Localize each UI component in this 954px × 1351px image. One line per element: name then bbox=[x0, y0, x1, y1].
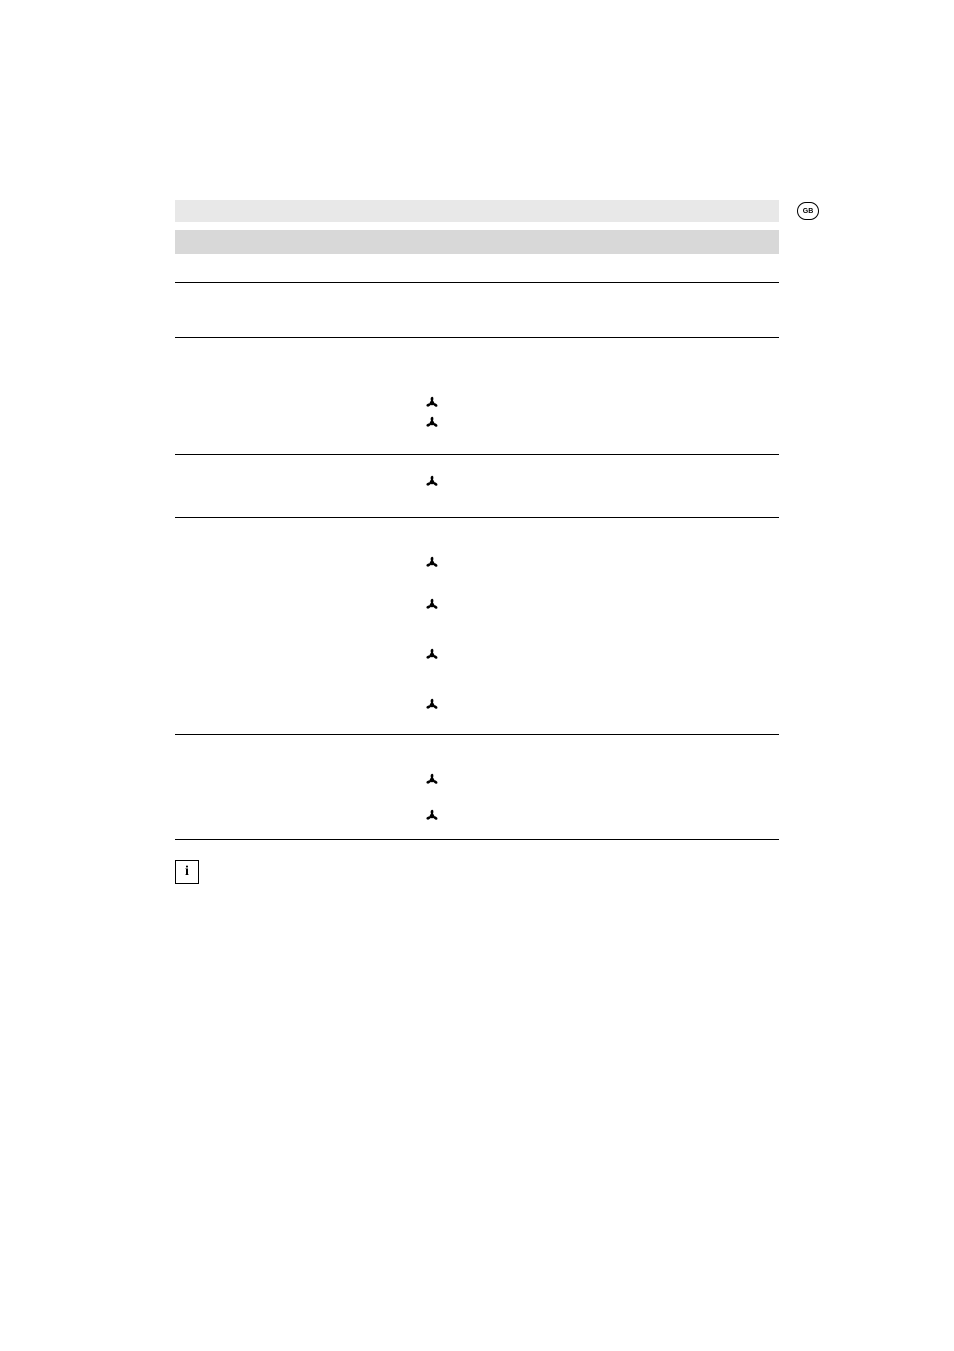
language-badge: GB bbox=[797, 202, 819, 220]
fan-cell bbox=[423, 696, 441, 719]
fan-cell bbox=[423, 771, 441, 794]
fan-cell bbox=[423, 554, 441, 577]
fan-icon bbox=[423, 394, 441, 412]
info-note: i bbox=[175, 860, 779, 884]
table-row bbox=[175, 518, 779, 734]
fan-icon bbox=[423, 596, 441, 614]
fan-cell bbox=[423, 807, 441, 830]
fan-icon bbox=[423, 807, 441, 825]
fan-icon bbox=[423, 646, 441, 664]
info-glyph: i bbox=[185, 864, 189, 880]
language-badge-label: GB bbox=[803, 208, 814, 215]
fan-cell bbox=[423, 646, 441, 669]
fan-icon bbox=[423, 696, 441, 714]
table-row bbox=[175, 338, 779, 454]
table-row bbox=[175, 735, 779, 839]
fan-cell bbox=[423, 596, 441, 619]
fan-icon bbox=[423, 473, 441, 491]
table-row bbox=[175, 455, 779, 517]
info-icon: i bbox=[175, 860, 199, 884]
page-header-stripe: GB bbox=[175, 200, 779, 222]
cooking-table bbox=[175, 282, 779, 840]
table-rule-bottom bbox=[175, 839, 779, 840]
fan-icon bbox=[423, 554, 441, 572]
fan-cell bbox=[423, 473, 441, 496]
fan-icon bbox=[423, 771, 441, 789]
section-header-stripe bbox=[175, 230, 779, 254]
fan-cell bbox=[423, 414, 441, 437]
fan-icon bbox=[423, 414, 441, 432]
